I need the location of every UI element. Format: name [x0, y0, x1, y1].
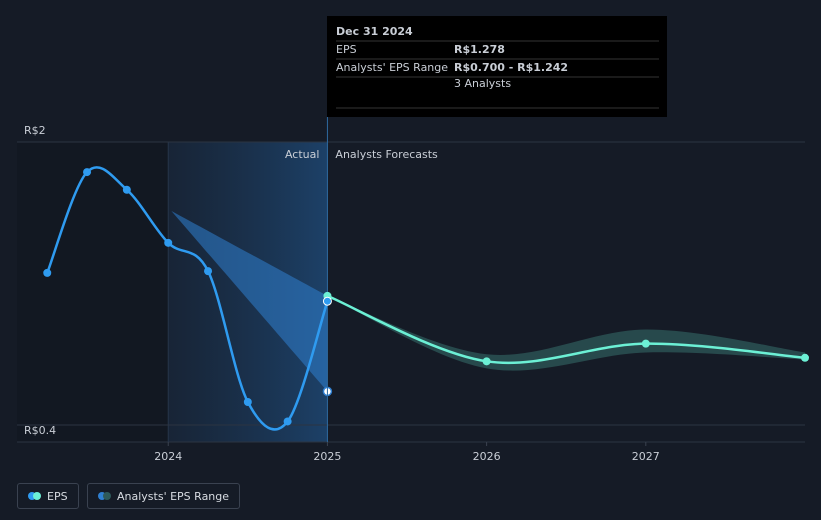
legend-swatch: [28, 492, 36, 500]
eps-point: [283, 417, 292, 426]
eps-point: [122, 185, 131, 194]
x-tick-label: 2027: [632, 450, 660, 463]
tooltip-value: R$1.278: [454, 43, 505, 56]
legend-swatch: [98, 492, 106, 500]
past-shade: [17, 142, 169, 442]
eps-point: [322, 296, 332, 306]
x-tick-label: 2024: [154, 450, 182, 463]
annotation-actual: Actual: [285, 148, 319, 161]
eps-point: [243, 398, 252, 407]
legend-label: EPS: [47, 489, 68, 503]
eps-forecast-point: [482, 357, 491, 366]
x-tick-label: 2025: [313, 450, 341, 463]
legend-swatch: [33, 492, 41, 500]
eps-point: [164, 238, 173, 247]
eps-point: [83, 168, 92, 177]
eps-forecast-point: [641, 339, 650, 348]
y-tick-label: R$0.4: [24, 424, 56, 437]
tooltip-label: EPS: [336, 43, 357, 56]
tooltip-value: R$0.700 - R$1.242: [454, 61, 568, 74]
legend-eps[interactable]: EPS: [17, 483, 79, 509]
tooltip-box: [327, 16, 667, 117]
tooltip-note: 3 Analysts: [454, 77, 511, 90]
forecast-range-band: [327, 295, 805, 371]
y-tick-label: R$2: [24, 124, 46, 137]
range-band: [171, 210, 328, 392]
tooltip-title: Dec 31 2024: [336, 25, 413, 38]
eps-forecast-point: [801, 353, 809, 362]
eps-point: [204, 267, 213, 276]
eps-point: [43, 268, 52, 277]
legend-swatch: [103, 492, 111, 500]
legend-label: Analysts' EPS Range: [117, 489, 230, 503]
tooltip: Dec 31 2024 EPS R$1.278 Analysts' EPS Range…: [327, 16, 667, 117]
annotation-forecast: Analysts Forecasts: [335, 148, 438, 161]
eps-forecast-line: [326, 294, 806, 365]
tooltip-label: Analysts' EPS Range: [336, 61, 448, 74]
x-tick-label: 2026: [473, 450, 501, 463]
legend-range[interactable]: Analysts' EPS Range: [87, 483, 241, 509]
